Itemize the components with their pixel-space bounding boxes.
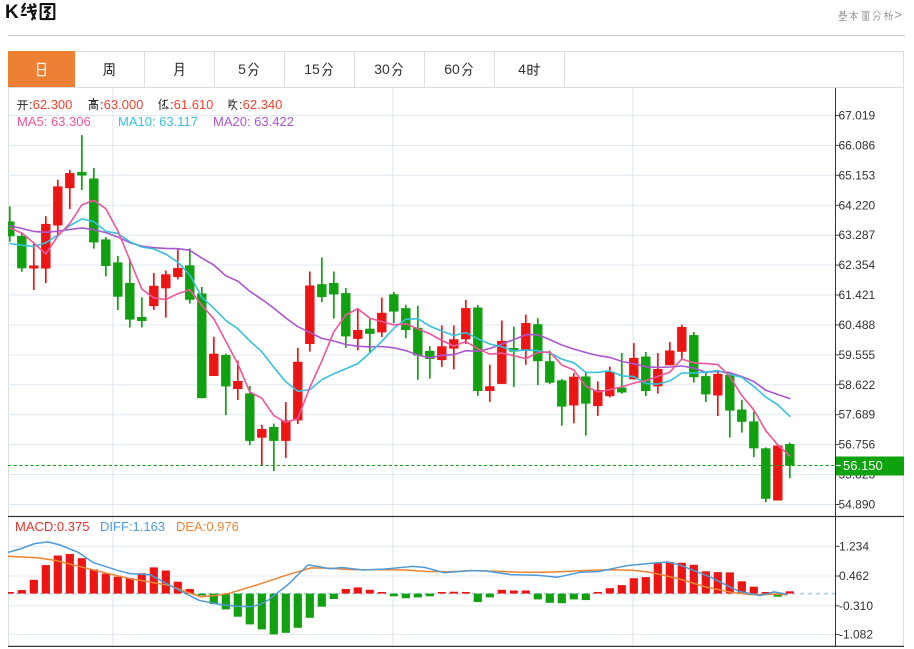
svg-text:60.488: 60.488 xyxy=(839,318,876,332)
svg-text:65.153: 65.153 xyxy=(839,168,876,182)
svg-text:58.622: 58.622 xyxy=(839,378,876,392)
svg-text:0.462: 0.462 xyxy=(839,569,869,583)
svg-text:54.890: 54.890 xyxy=(839,498,876,512)
svg-text:62.354: 62.354 xyxy=(839,258,876,272)
svg-text:56.150: 56.150 xyxy=(843,458,883,473)
svg-text:66.086: 66.086 xyxy=(839,138,876,152)
svg-text:57.689: 57.689 xyxy=(839,408,876,422)
svg-text:56.756: 56.756 xyxy=(839,438,876,452)
svg-text:67.019: 67.019 xyxy=(839,109,876,123)
svg-text:-1.082: -1.082 xyxy=(839,627,873,641)
svg-text:-0.310: -0.310 xyxy=(839,599,873,613)
svg-text:64.220: 64.220 xyxy=(839,198,876,212)
svg-text:61.421: 61.421 xyxy=(839,288,876,302)
svg-text:63.287: 63.287 xyxy=(839,228,876,242)
svg-text:59.555: 59.555 xyxy=(839,348,876,362)
svg-text:1.234: 1.234 xyxy=(839,539,869,553)
